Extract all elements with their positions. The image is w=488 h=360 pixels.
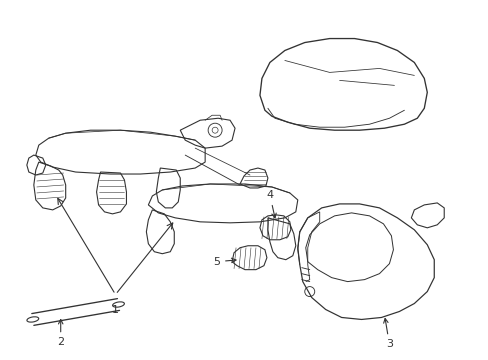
- Text: 3: 3: [383, 319, 392, 350]
- Text: 4: 4: [266, 190, 276, 218]
- Text: 5: 5: [213, 257, 236, 267]
- Text: 1: 1: [112, 305, 119, 315]
- Text: 2: 2: [57, 319, 64, 347]
